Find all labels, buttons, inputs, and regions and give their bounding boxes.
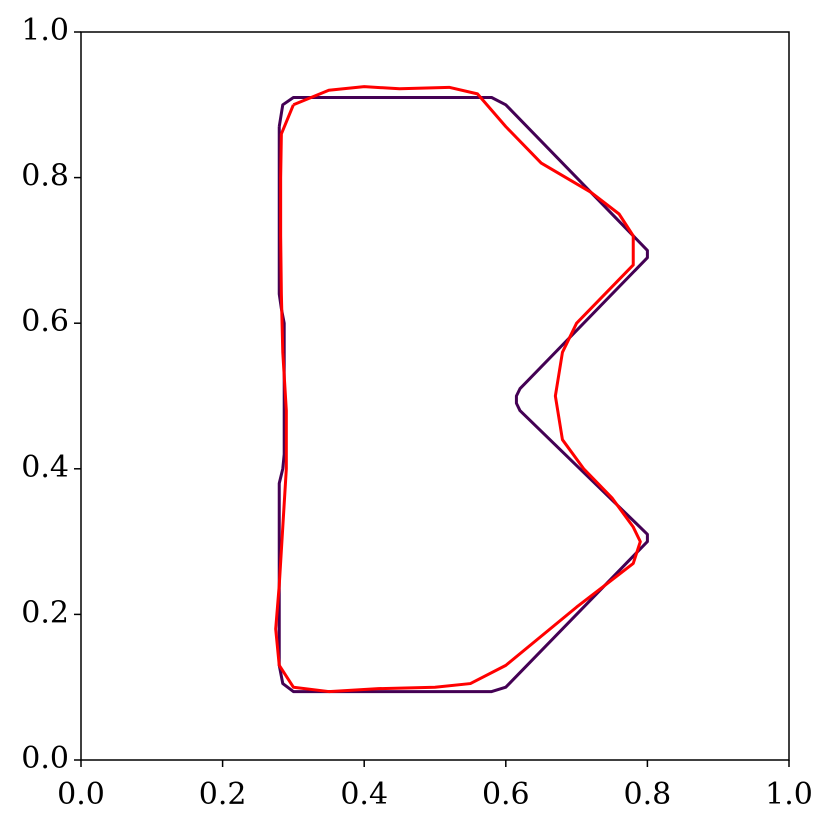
x-tick-label: 0.4 — [340, 777, 388, 812]
y-tick-label: 0.8 — [21, 159, 69, 194]
y-tick-label: 0.0 — [21, 741, 69, 776]
series-line — [274, 85, 642, 694]
plot-frame — [80, 31, 790, 761]
x-tick-label: 0.8 — [624, 777, 672, 812]
x-tick-label: 0.2 — [199, 777, 247, 812]
series-line — [277, 96, 649, 694]
x-tick-label: 0.0 — [57, 777, 105, 812]
y-tick-label: 0.2 — [21, 595, 69, 630]
y-tick-label: 0.6 — [21, 304, 69, 339]
y-tick-label: 0.4 — [21, 450, 69, 485]
x-tick-label: 1.0 — [765, 777, 813, 812]
x-tick-label: 0.6 — [482, 777, 530, 812]
y-tick-label: 1.0 — [21, 13, 69, 48]
